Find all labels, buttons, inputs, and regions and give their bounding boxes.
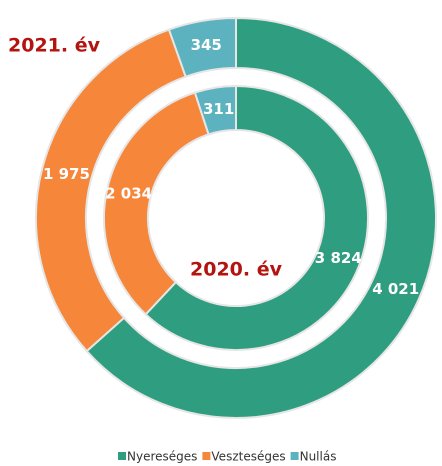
donut-slice: [193, 84, 237, 136]
legend-label: Veszteséges: [211, 450, 285, 464]
value-label: 311: [203, 100, 234, 118]
donut-slice: [85, 16, 437, 419]
legend-swatch: [118, 452, 126, 460]
donut-slice: [35, 28, 187, 353]
outer-ring-label: 2021. év: [8, 35, 101, 57]
value-label: 345: [191, 36, 222, 54]
legend-swatch: [202, 452, 211, 460]
donut-slice: [103, 91, 210, 316]
value-label: 1 975: [43, 165, 90, 183]
value-label: 4 021: [372, 280, 419, 298]
legend-swatch: [290, 452, 299, 460]
donut-slice: [144, 84, 369, 351]
value-label: 3 824: [315, 249, 362, 267]
value-label: 2 034: [105, 185, 152, 203]
legend-label: Nullás: [300, 450, 337, 464]
legend-label: Nyereséges: [127, 450, 197, 464]
donut-slice: [167, 16, 237, 78]
inner-ring-label: 2020. év: [190, 259, 283, 281]
